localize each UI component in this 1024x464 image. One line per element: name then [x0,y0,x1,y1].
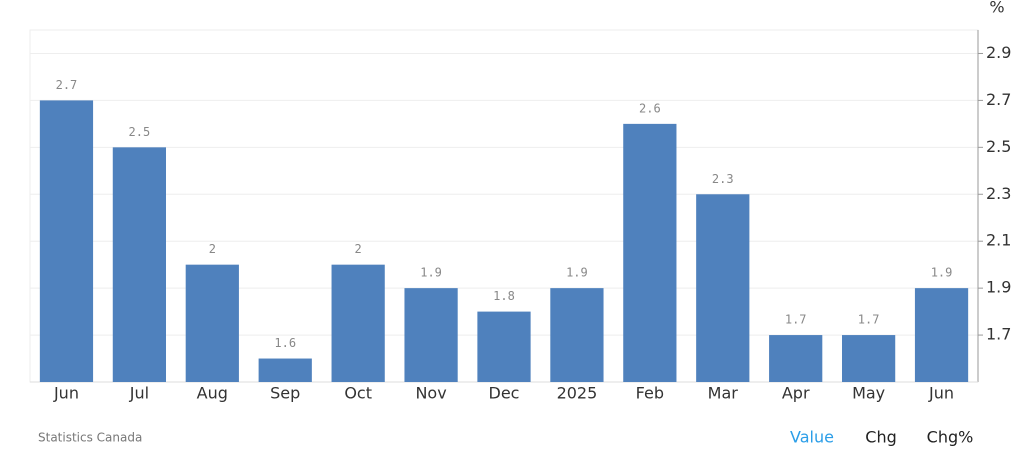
value-label: 2 [209,242,216,256]
value-label: 2.7 [56,78,78,92]
bar [404,288,458,382]
x-tick-label: Apr [782,384,810,403]
value-label: 1.9 [566,266,588,280]
value-label: 1.7 [858,313,880,327]
bar [258,358,312,382]
bar [185,264,239,382]
bar [477,311,531,382]
x-tick-label: Oct [344,384,372,403]
bar [623,123,677,382]
x-tick-label: Mar [708,384,739,403]
value-label: 2.5 [129,125,151,139]
value-label: 1.7 [785,313,807,327]
y-tick-label: 2.5 [986,137,1011,156]
value-label: 1.9 [420,266,442,280]
y-tick-label: 1.7 [986,325,1011,344]
tab-button[interactable]: Value [790,428,834,447]
bar [769,335,823,382]
bar [914,288,969,382]
unit-label: % [989,0,1004,17]
x-tick-label: May [852,384,885,403]
x-tick-label: Dec [489,384,520,403]
x-tick-label: Nov [415,384,446,403]
x-tick-label: Jun [53,384,79,403]
value-label: 2 [355,242,362,256]
x-tick-label: Aug [197,384,228,403]
y-tick-label: 2.3 [986,184,1011,203]
tab-button[interactable]: Chg% [927,428,974,447]
value-label: 2.3 [712,172,734,186]
bar [331,264,385,382]
y-tick-label: 1.9 [986,278,1011,297]
bar [550,288,604,382]
bar [696,194,750,382]
source: Statistics Canada [38,431,142,445]
value-label: 1.6 [274,336,296,350]
y-tick-label: 2.9 [986,43,1011,62]
value-label: 1.8 [493,289,515,303]
value-label: 1.9 [931,266,953,280]
x-tick-label: Sep [270,384,300,403]
bar [39,100,94,383]
x-tick-label: Jun [928,384,954,403]
bar [841,335,896,382]
x-tick-label: 2025 [557,384,598,403]
y-tick-label: 2.1 [986,231,1011,250]
value-label: 2.6 [639,101,661,115]
y-tick-label: 2.7 [986,90,1011,109]
x-tick-label: Feb [636,384,664,403]
bar [112,147,167,382]
x-tick-label: Jul [129,384,149,403]
tab-button[interactable]: Chg [865,428,896,447]
